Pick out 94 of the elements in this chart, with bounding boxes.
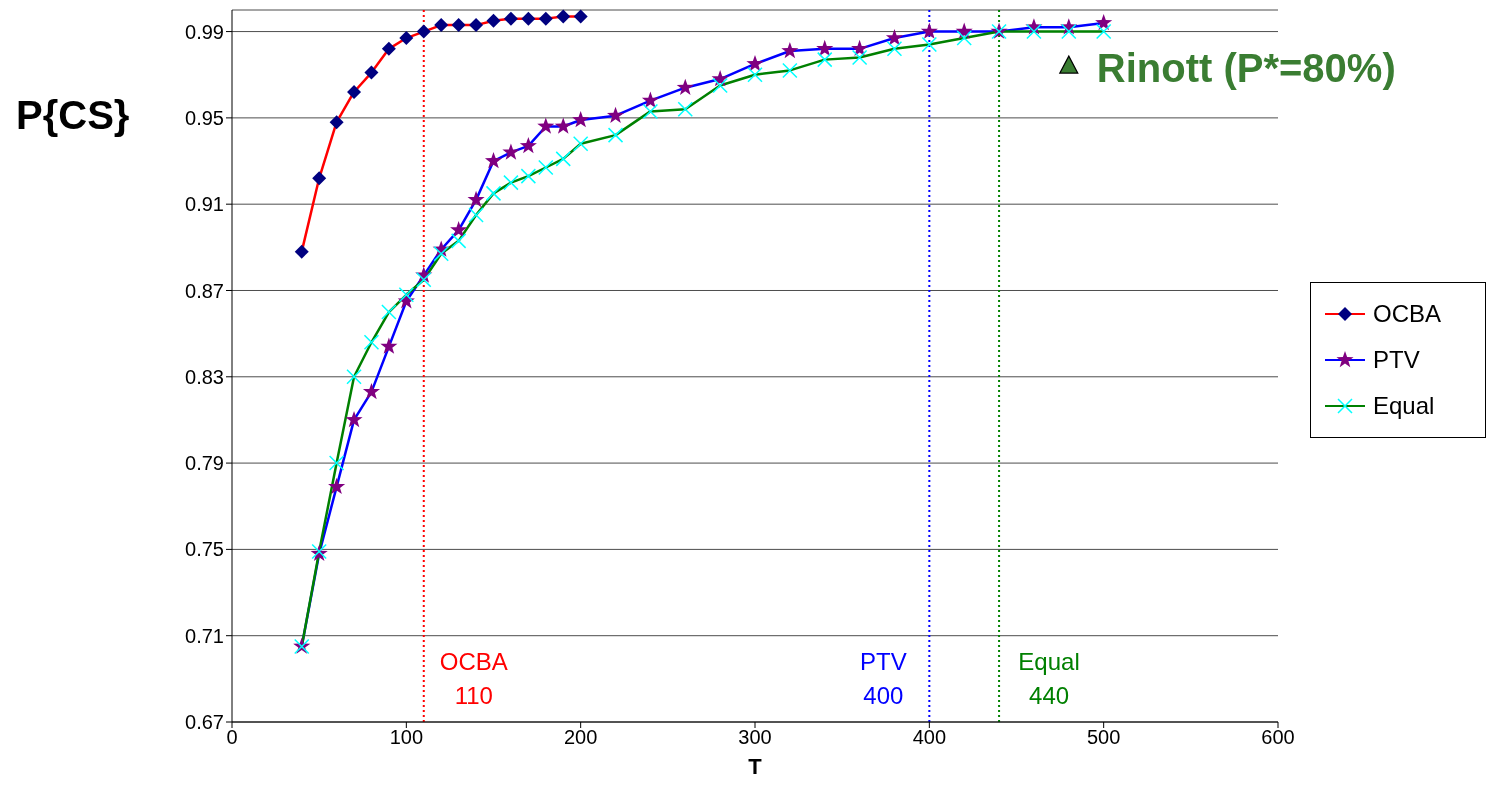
point (520, 168, 537, 184)
point (641, 91, 659, 108)
y-tick-label: 0.87 (185, 279, 224, 302)
ref-line-label: OCBA 110 (439, 648, 508, 709)
point (451, 18, 466, 33)
point (486, 13, 501, 28)
point (677, 101, 694, 117)
point (347, 84, 362, 99)
point (469, 18, 484, 33)
point (503, 11, 518, 26)
point (1061, 23, 1077, 40)
point (521, 11, 536, 26)
point (364, 65, 379, 80)
point (503, 174, 519, 191)
x-tick-label: 0 (226, 726, 238, 749)
point (606, 106, 625, 123)
x-tick-label: 100 (389, 726, 424, 749)
point (450, 233, 467, 249)
point (467, 190, 485, 208)
legend-label: OCBA (1373, 300, 1442, 328)
point (573, 9, 588, 24)
point (519, 136, 537, 154)
point (642, 103, 659, 120)
x-tick-label: 400 (912, 726, 947, 749)
point (416, 24, 431, 39)
point (851, 39, 869, 57)
point (381, 304, 397, 320)
y-tick-label: 0.67 (185, 711, 224, 734)
x-tick-label: 600 (1261, 726, 1295, 749)
point (781, 41, 799, 59)
point (885, 29, 904, 46)
point (312, 171, 327, 186)
point (746, 54, 764, 72)
point (416, 271, 432, 288)
point (1059, 55, 1079, 74)
series-label: Rinott (P*=80%) (1096, 46, 1396, 91)
point (851, 49, 868, 66)
point (485, 185, 502, 202)
legend-label: Equal (1373, 392, 1435, 420)
point (956, 30, 972, 46)
point (538, 159, 554, 176)
point (398, 287, 415, 303)
point (328, 477, 346, 495)
x-axis-title: T (748, 754, 763, 779)
y-tick-label: 0.71 (185, 624, 224, 647)
point (363, 334, 380, 351)
point (747, 66, 763, 83)
point (556, 9, 571, 24)
point (381, 41, 396, 56)
point (816, 51, 833, 68)
point (346, 369, 362, 385)
point (468, 207, 484, 223)
point (816, 39, 834, 57)
point (920, 22, 938, 39)
point (484, 152, 503, 169)
point (538, 11, 553, 26)
point (572, 136, 589, 152)
legend-label: PTV (1373, 346, 1420, 374)
point (676, 78, 694, 95)
point (886, 41, 903, 57)
x-tick-label: 500 (1086, 726, 1121, 749)
point (1026, 23, 1042, 40)
point (450, 221, 468, 238)
y-tick-label: 0.83 (185, 365, 224, 388)
point (572, 111, 590, 128)
point (1095, 23, 1112, 40)
point (380, 337, 398, 354)
point (537, 117, 555, 134)
y-tick-label: 0.95 (185, 106, 224, 129)
point (555, 151, 571, 167)
y-tick-label: 0.79 (185, 452, 224, 475)
point (782, 62, 798, 79)
point (434, 18, 449, 33)
point (345, 410, 363, 428)
point (433, 246, 449, 262)
point (362, 382, 381, 400)
ref-line-label: PTV 400 (859, 648, 907, 709)
ref-line-label: Equal 440 (1018, 648, 1080, 709)
x-tick-label: 300 (738, 726, 772, 749)
point (712, 77, 728, 94)
point (554, 117, 572, 134)
point (1095, 13, 1113, 31)
point (329, 115, 344, 130)
point (328, 455, 345, 471)
y-axis-title: P{CS} (16, 93, 130, 138)
point (607, 127, 624, 143)
point (399, 31, 414, 46)
point (921, 36, 938, 53)
point (294, 244, 309, 259)
point (502, 143, 520, 160)
y-tick-label: 0.99 (185, 20, 224, 43)
y-tick-label: 0.75 (185, 538, 224, 561)
x-tick-label: 200 (563, 726, 598, 749)
y-tick-label: 0.91 (185, 193, 224, 216)
